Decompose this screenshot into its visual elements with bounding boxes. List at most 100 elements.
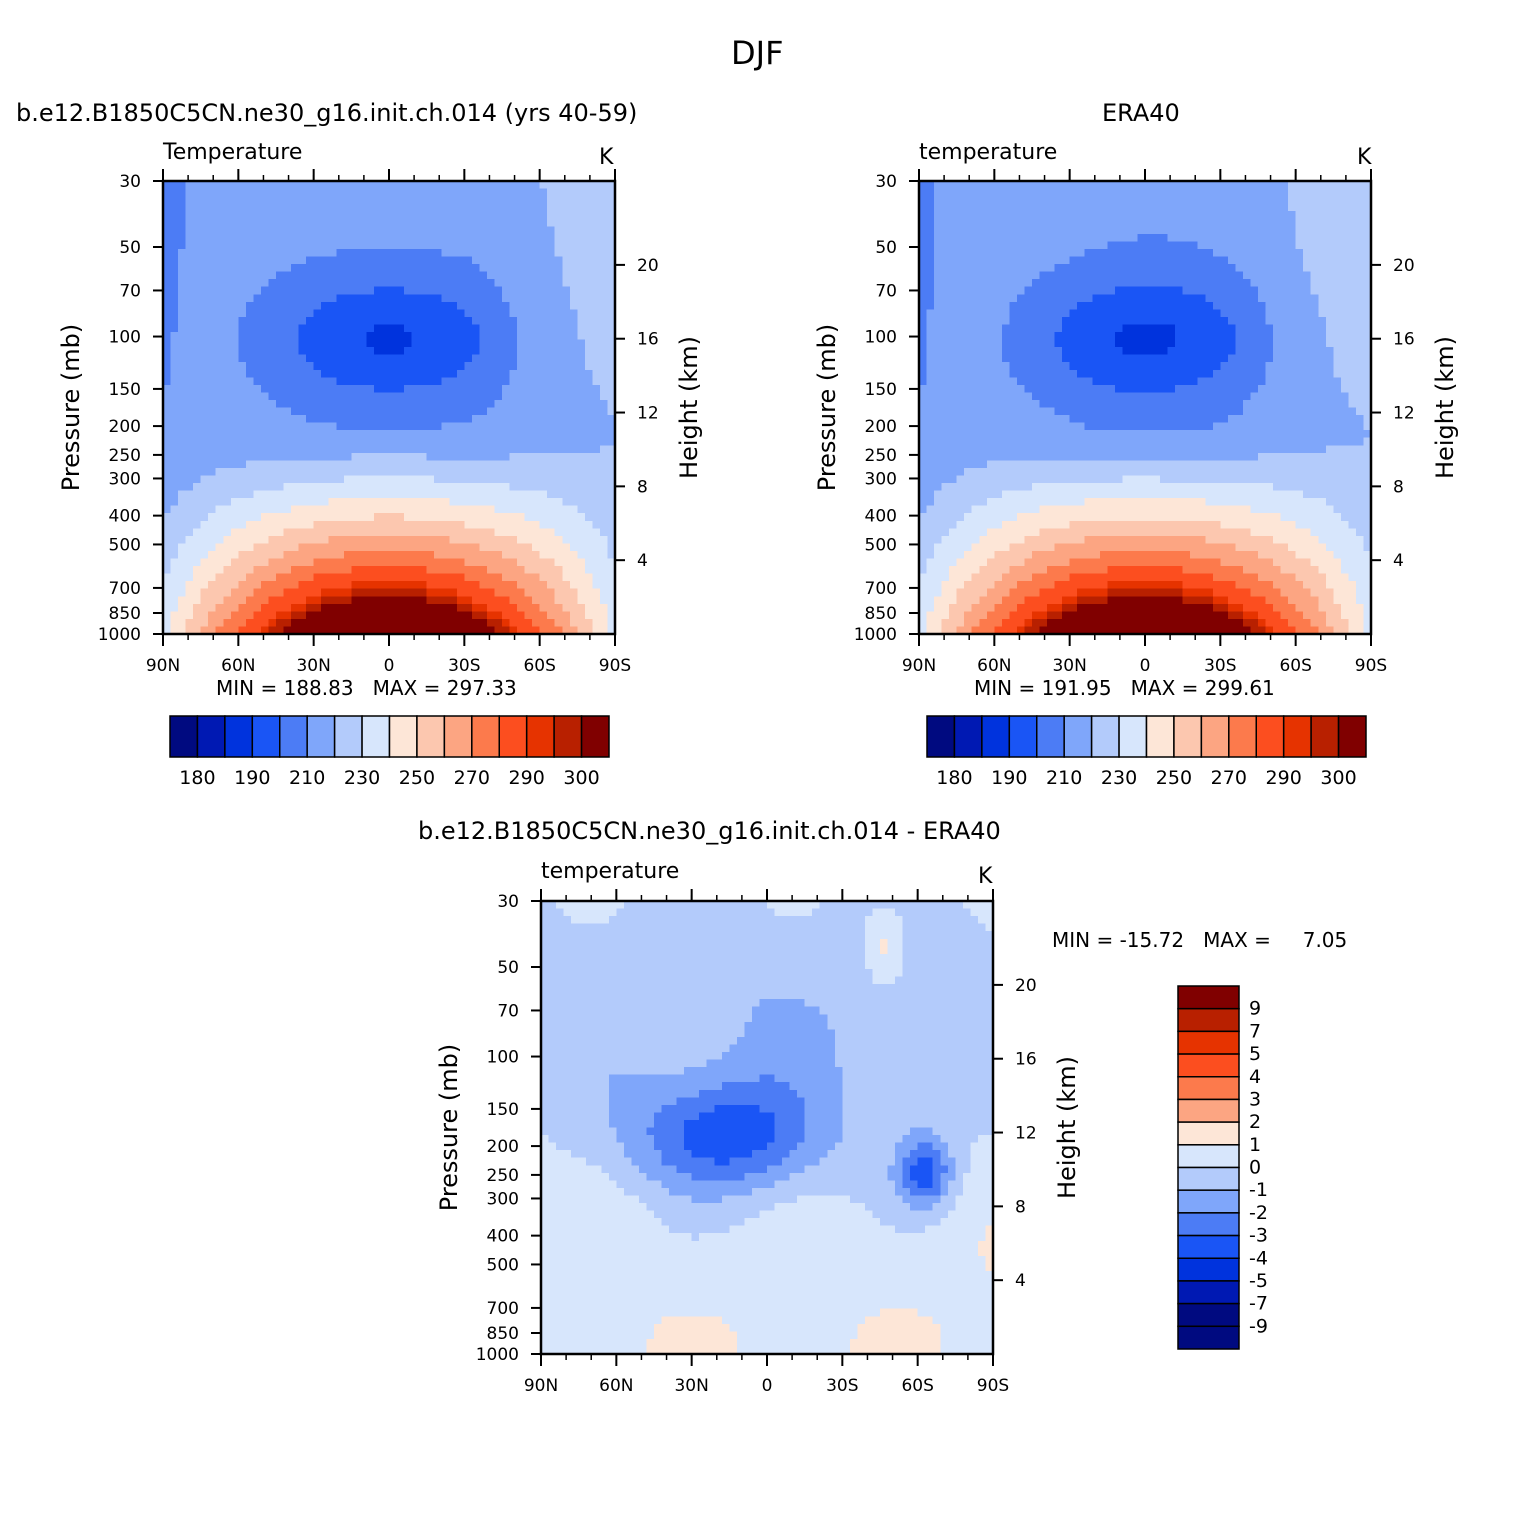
contour-cell: [509, 445, 518, 454]
contour-cell: [1295, 196, 1304, 205]
contour-cell: [532, 354, 541, 363]
contour-cell: [434, 550, 443, 560]
contour-cell: [366, 264, 375, 273]
contour-cell: [1280, 309, 1289, 318]
contour-cell: [547, 271, 556, 280]
contour-cell: [986, 233, 995, 242]
contour-cell: [170, 573, 179, 582]
contour-cell: [260, 437, 270, 446]
contour-cell: [934, 316, 943, 326]
contour-cell: [298, 399, 307, 409]
contour-cell: [298, 309, 307, 318]
contour-cell: [358, 264, 367, 273]
contour-cell: [389, 324, 398, 333]
contour-cell: [434, 241, 443, 250]
contour-cell: [215, 467, 224, 477]
contour-cell: [1167, 324, 1176, 333]
contour-cell: [185, 437, 194, 446]
contour-cell: [328, 264, 337, 273]
contour-cell: [215, 256, 224, 265]
contour-cell: [1175, 316, 1184, 326]
contour-cell: [1009, 316, 1018, 326]
contour-cell: [971, 324, 980, 333]
contour-cell: [426, 203, 435, 212]
contour-cell: [351, 332, 360, 341]
contour-cell: [238, 407, 247, 416]
contour-cell: [441, 188, 450, 197]
contour-cell: [351, 467, 360, 477]
contour-cell: [291, 316, 300, 326]
contour-cell: [479, 181, 488, 190]
contour-cell: [607, 558, 616, 567]
contour-cell: [1092, 332, 1101, 341]
contour-cell: [178, 256, 187, 265]
model-contour-field: [163, 181, 616, 635]
contour-cell: [524, 369, 533, 378]
contour-cell: [956, 196, 965, 205]
contour-cell: [464, 286, 473, 295]
contour-cell: [1355, 256, 1365, 265]
contour-cell: [1220, 218, 1229, 227]
contour-cell: [185, 256, 194, 265]
contour-cell: [547, 294, 556, 303]
contour-cell: [532, 264, 541, 273]
contour-cell: [434, 467, 443, 477]
contour-cell: [486, 248, 496, 258]
contour-cell: [569, 520, 578, 529]
contour-cell: [494, 558, 503, 567]
contour-cell: [449, 369, 458, 378]
contour-cell: [321, 543, 330, 552]
contour-cell: [599, 264, 609, 273]
contour-cell: [170, 211, 179, 220]
contour-cell: [441, 324, 450, 333]
contour-cell: [321, 211, 330, 220]
contour-cell: [1288, 233, 1297, 242]
contour-cell: [1318, 241, 1327, 250]
contour-cell: [539, 513, 548, 522]
contour-cell: [321, 513, 330, 522]
contour-cell: [260, 316, 270, 326]
contour-cell: [547, 332, 556, 341]
contour-cell: [215, 452, 224, 461]
contour-cell: [584, 415, 593, 424]
contour-cell: [1129, 241, 1139, 250]
contour-cell: [584, 354, 593, 363]
contour-cell: [971, 279, 980, 288]
contour-cell: [411, 362, 420, 371]
contour-cell: [547, 196, 556, 205]
contour-cell: [517, 241, 526, 250]
contour-cell: [230, 332, 239, 341]
contour-cell: [502, 460, 511, 469]
contour-cell: [1084, 196, 1093, 205]
contour-cell: [569, 226, 578, 235]
contour-cell: [592, 369, 601, 378]
contour-cell: [479, 475, 488, 484]
contour-cell: [592, 513, 601, 522]
contour-cell: [441, 279, 450, 288]
contour-cell: [1145, 211, 1154, 220]
contour-cell: [539, 264, 548, 273]
contour-cell: [343, 581, 352, 590]
contour-cell: [1145, 188, 1154, 197]
contour-cell: [1220, 271, 1229, 280]
contour-cell: [1182, 294, 1191, 303]
contour-cell: [1047, 264, 1056, 273]
contour-cell: [223, 550, 232, 560]
contour-cell: [298, 339, 307, 348]
contour-cell: [926, 301, 935, 310]
contour-cell: [547, 581, 556, 590]
contour-cell: [389, 430, 398, 439]
contour-cell: [479, 248, 488, 258]
contour-cell: [336, 241, 345, 250]
contour-cell: [260, 392, 270, 401]
contour-cell: [253, 581, 262, 590]
contour-cell: [1114, 324, 1123, 333]
contour-cell: [419, 566, 428, 575]
contour-cell: [464, 332, 473, 341]
contour-cell: [956, 218, 965, 227]
contour-cell: [351, 248, 360, 258]
contour-cell: [554, 347, 563, 356]
contour-cell: [524, 483, 533, 492]
contour-cell: [389, 573, 398, 582]
contour-cell: [592, 550, 601, 560]
